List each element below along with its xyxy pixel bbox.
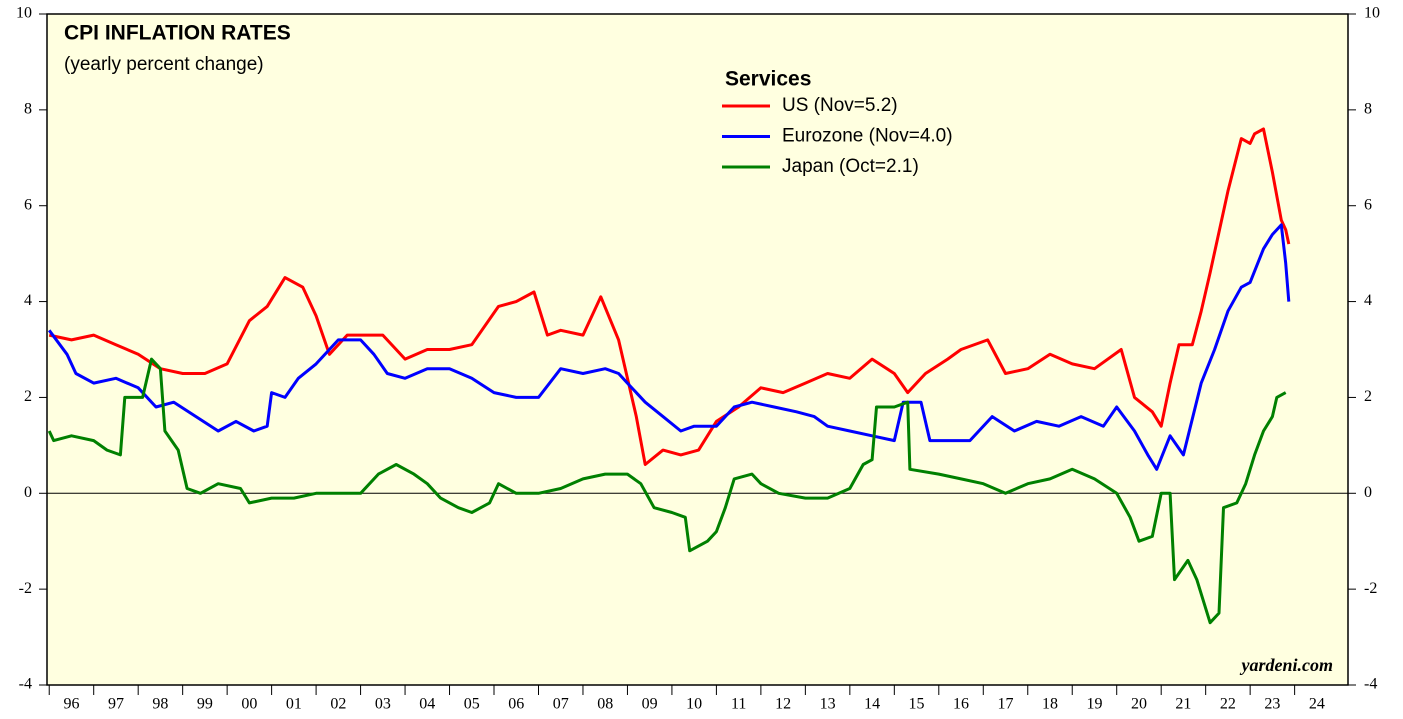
watermark: yardeni.com xyxy=(1240,655,1334,675)
chart-title: CPI INFLATION RATES xyxy=(64,22,291,45)
x-tick-label: 24 xyxy=(1309,696,1325,713)
y-tick-label: -2 xyxy=(19,580,32,597)
x-tick-label: 06 xyxy=(508,696,524,713)
y2-tick-label: 4 xyxy=(1364,292,1372,309)
y-tick-label: 2 xyxy=(24,388,32,405)
x-tick-label: 14 xyxy=(864,696,880,713)
y-tick-label: -4 xyxy=(19,676,32,693)
x-tick-label: 96 xyxy=(63,696,79,713)
x-tick-label: 97 xyxy=(108,696,124,713)
x-tick-label: 12 xyxy=(775,696,791,713)
y-tick-label: 4 xyxy=(24,292,32,309)
legend-label: US (Nov=5.2) xyxy=(782,95,898,116)
y2-tick-label: 8 xyxy=(1364,101,1372,118)
x-tick-label: 17 xyxy=(998,696,1014,713)
y2-tick-label: 2 xyxy=(1364,388,1372,405)
x-tick-label: 21 xyxy=(1175,696,1191,713)
x-tick-label: 08 xyxy=(597,696,613,713)
x-tick-label: 13 xyxy=(820,696,836,713)
x-tick-label: 11 xyxy=(731,696,746,713)
x-tick-label: 09 xyxy=(642,696,658,713)
x-tick-label: 01 xyxy=(286,696,302,713)
plot-area xyxy=(46,13,1349,686)
x-tick-label: 00 xyxy=(241,696,257,713)
x-tick-label: 20 xyxy=(1131,696,1147,713)
legend-label: Japan (Oct=2.1) xyxy=(782,156,919,177)
legend-label: Eurozone (Nov=4.0) xyxy=(782,126,953,147)
x-tick-label: 99 xyxy=(197,696,213,713)
y-tick-label: 0 xyxy=(24,484,32,501)
y-tick-label: 8 xyxy=(24,101,32,118)
legend-title: Services xyxy=(725,68,811,91)
x-tick-label: 10 xyxy=(686,696,702,713)
x-tick-label: 18 xyxy=(1042,696,1058,713)
y-tick-label: 6 xyxy=(24,196,32,213)
x-tick-label: 03 xyxy=(375,696,391,713)
y2-tick-label: -2 xyxy=(1364,580,1377,597)
x-tick-label: 23 xyxy=(1264,696,1280,713)
x-tick-label: 19 xyxy=(1086,696,1102,713)
x-tick-label: 15 xyxy=(909,696,925,713)
y2-tick-label: 0 xyxy=(1364,484,1372,501)
x-tick-label: 22 xyxy=(1220,696,1236,713)
x-tick-label: 98 xyxy=(152,696,168,713)
x-tick-label: 05 xyxy=(464,696,480,713)
y2-tick-label: -4 xyxy=(1364,676,1377,693)
series-line xyxy=(47,223,1291,471)
x-tick-label: 02 xyxy=(330,696,346,713)
y2-tick-label: 6 xyxy=(1364,196,1372,213)
series-line xyxy=(47,357,1287,625)
x-tick-label: 16 xyxy=(953,696,969,713)
x-tick-label: 04 xyxy=(419,696,435,713)
x-tick-label: 07 xyxy=(553,696,569,713)
y-tick-label: 10 xyxy=(16,5,32,22)
y2-tick-label: 10 xyxy=(1364,5,1380,22)
chart-subtitle: (yearly percent change) xyxy=(64,54,264,75)
